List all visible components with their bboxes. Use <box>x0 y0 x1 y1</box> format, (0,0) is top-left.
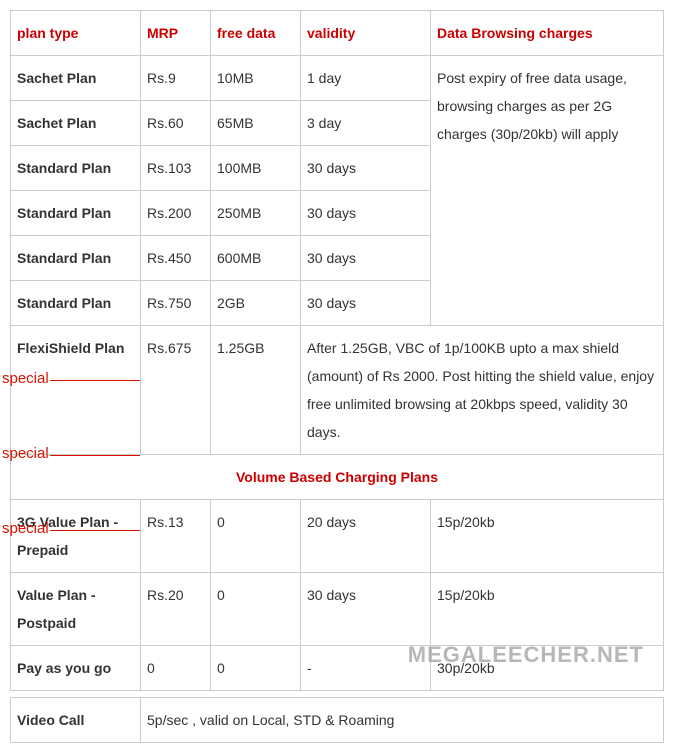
spacer-row <box>11 691 664 698</box>
plan-data: 0 <box>211 573 301 646</box>
video-call-value: 5p/sec , valid on Local, STD & Roaming <box>141 698 664 743</box>
plan-data: 0 <box>211 646 301 691</box>
vbc-header-row: Volume Based Charging Plans <box>11 455 664 500</box>
plan-mrp: Rs.103 <box>141 146 211 191</box>
plan-data: 600MB <box>211 236 301 281</box>
plan-mrp: Rs.20 <box>141 573 211 646</box>
special-annotation: special <box>2 370 49 387</box>
header-plan-type: plan type <box>11 11 141 56</box>
special-annotation: special <box>2 520 49 537</box>
plan-validity: 30 days <box>301 191 431 236</box>
header-row: plan type MRP free data validity Data Br… <box>11 11 664 56</box>
plan-validity: 3 day <box>301 101 431 146</box>
plan-data: 100MB <box>211 146 301 191</box>
plan-mrp: Rs.200 <box>141 191 211 236</box>
plan-mrp: Rs.9 <box>141 56 211 101</box>
plan-mrp: Rs.750 <box>141 281 211 326</box>
table-row: Sachet Plan Rs.9 10MB 1 day Post expiry … <box>11 56 664 101</box>
plan-data: 0 <box>211 500 301 573</box>
plan-mrp: Rs.675 <box>141 326 211 455</box>
special-annotation: special <box>2 445 49 462</box>
plan-type: Sachet Plan <box>11 56 141 101</box>
plan-type: Standard Plan <box>11 146 141 191</box>
plan-mrp: Rs.60 <box>141 101 211 146</box>
special-annotation-line <box>50 530 140 531</box>
plan-mrp: Rs.13 <box>141 500 211 573</box>
plan-validity: 30 days <box>301 146 431 191</box>
plan-data: 10MB <box>211 56 301 101</box>
header-validity: validity <box>301 11 431 56</box>
table-row: Value Plan -Postpaid Rs.20 0 30 days 15p… <box>11 573 664 646</box>
plan-data: 250MB <box>211 191 301 236</box>
plan-type: Value Plan -Postpaid <box>11 573 141 646</box>
plan-validity: 1 day <box>301 56 431 101</box>
plan-validity: 30 days <box>301 236 431 281</box>
plan-validity: 20 days <box>301 500 431 573</box>
plan-mrp: Rs.450 <box>141 236 211 281</box>
plan-data: 2GB <box>211 281 301 326</box>
header-browsing: Data Browsing charges <box>431 11 664 56</box>
plan-data: 1.25GB <box>211 326 301 455</box>
special-annotation-line <box>50 455 140 456</box>
video-call-label: Video Call <box>11 698 141 743</box>
plan-type: FlexiShield Plan <box>11 326 141 455</box>
plan-type: Pay as you go <box>11 646 141 691</box>
plan-type: Standard Plan <box>11 281 141 326</box>
plan-data: 65MB <box>211 101 301 146</box>
plan-table: plan type MRP free data validity Data Br… <box>10 10 664 743</box>
special-annotation-line <box>50 380 140 381</box>
table-row: FlexiShield Plan Rs.675 1.25GB After 1.2… <box>11 326 664 455</box>
header-free-data: free data <box>211 11 301 56</box>
video-call-row: Video Call 5p/sec , valid on Local, STD … <box>11 698 664 743</box>
browsing-note: Post expiry of free data usage, browsing… <box>431 56 664 326</box>
plan-charge: 15p/20kb <box>431 573 664 646</box>
flexi-note: After 1.25GB, VBC of 1p/100KB upto a max… <box>301 326 664 455</box>
table-row: 3G Value Plan -Prepaid Rs.13 0 20 days 1… <box>11 500 664 573</box>
watermark: MEGALEECHER.NET <box>408 642 644 668</box>
plan-charge: 15p/20kb <box>431 500 664 573</box>
plan-type: Sachet Plan <box>11 101 141 146</box>
plan-type: Standard Plan <box>11 236 141 281</box>
plan-validity: 30 days <box>301 573 431 646</box>
vbc-header: Volume Based Charging Plans <box>11 455 664 500</box>
plan-mrp: 0 <box>141 646 211 691</box>
header-mrp: MRP <box>141 11 211 56</box>
plan-validity: 30 days <box>301 281 431 326</box>
plan-type: Standard Plan <box>11 191 141 236</box>
